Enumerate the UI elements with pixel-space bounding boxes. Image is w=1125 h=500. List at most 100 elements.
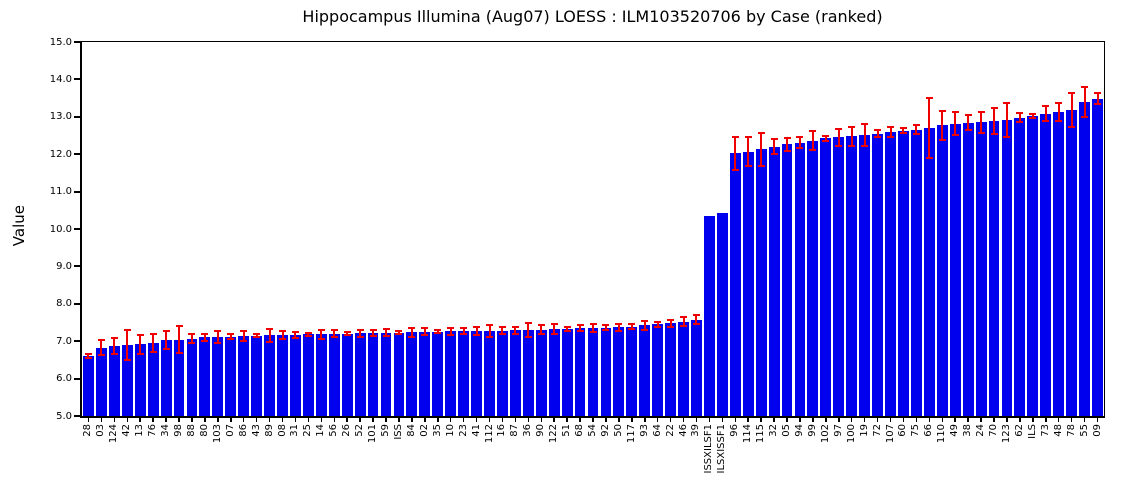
bar-14 bbox=[315, 334, 327, 416]
x-tick-label-16: 16 bbox=[496, 424, 508, 437]
error-cap-top-90 bbox=[537, 324, 545, 327]
x-tick-label-62: 62 bbox=[1013, 424, 1025, 437]
error-cap-top-101 bbox=[369, 329, 377, 332]
error-cap-top-98 bbox=[175, 325, 183, 328]
error-cap-top-123 bbox=[1003, 101, 1011, 104]
error-cap-bottom-09 bbox=[1094, 103, 1102, 106]
x-tick bbox=[139, 418, 141, 422]
error-cap-top-52 bbox=[356, 328, 364, 331]
error-cap-bottom-89 bbox=[266, 340, 274, 343]
x-tick-label-52: 52 bbox=[354, 424, 366, 437]
x-tick bbox=[424, 418, 426, 422]
x-tick-label-ILS: ILS bbox=[1026, 424, 1038, 439]
error-cap-top-112 bbox=[486, 323, 493, 326]
bar-110 bbox=[936, 125, 948, 416]
error-cap-bottom-50 bbox=[615, 329, 623, 332]
error-bar-124 bbox=[113, 337, 116, 354]
x-tick-label-05: 05 bbox=[781, 424, 793, 437]
x-tick bbox=[126, 418, 129, 422]
x-tick-label-02: 02 bbox=[418, 424, 430, 437]
x-tick-label-73: 73 bbox=[1039, 424, 1051, 437]
error-bar-59 bbox=[385, 328, 387, 337]
error-bar-49 bbox=[954, 112, 957, 135]
x-tick bbox=[1006, 418, 1008, 422]
error-cap-bottom-94 bbox=[796, 147, 804, 150]
error-cap-top-14 bbox=[317, 328, 325, 331]
error-cap-bottom-42 bbox=[123, 358, 131, 361]
x-tick-label-122: 122 bbox=[548, 424, 560, 444]
error-bar-60 bbox=[902, 128, 905, 134]
x-tick bbox=[618, 418, 620, 422]
error-bar-ISS bbox=[397, 330, 400, 335]
error-cap-bottom-14 bbox=[317, 337, 325, 340]
error-cap-bottom-90 bbox=[537, 333, 545, 336]
bar-75 bbox=[910, 129, 922, 416]
x-tick bbox=[346, 418, 348, 422]
bar-90 bbox=[535, 329, 547, 416]
error-bar-98 bbox=[178, 326, 181, 354]
x-tick bbox=[928, 418, 931, 422]
error-cap-bottom-75 bbox=[912, 133, 920, 135]
x-tick-label-97: 97 bbox=[832, 424, 844, 437]
x-tick bbox=[217, 418, 219, 422]
bar-87 bbox=[509, 330, 521, 416]
error-bar-25 bbox=[307, 332, 310, 337]
error-cap-top-80 bbox=[201, 332, 209, 335]
x-tick-label-24: 24 bbox=[975, 424, 987, 437]
error-cap-bottom-55 bbox=[1081, 115, 1089, 118]
error-bar-78 bbox=[1070, 92, 1073, 127]
error-cap-top-66 bbox=[925, 97, 933, 100]
error-cap-top-70 bbox=[990, 106, 998, 109]
x-tick bbox=[967, 418, 969, 422]
error-cap-top-115 bbox=[757, 131, 765, 134]
error-bar-100 bbox=[850, 126, 853, 146]
bar-102 bbox=[820, 138, 832, 416]
x-tick bbox=[954, 418, 956, 422]
error-cap-top-19 bbox=[861, 122, 869, 125]
bar-23 bbox=[458, 331, 470, 416]
error-cap-bottom-102 bbox=[822, 139, 830, 142]
x-tick-label-64: 64 bbox=[651, 424, 663, 437]
y-tick-label: 8.0 bbox=[56, 298, 72, 310]
bar-122 bbox=[548, 329, 560, 416]
x-tick bbox=[333, 418, 336, 422]
x-tick-label-09: 09 bbox=[1091, 424, 1103, 437]
x-tick bbox=[644, 418, 646, 422]
bar-ISSXILSF1 bbox=[704, 215, 715, 416]
x-tick-label-ILSXISSF1: ILSXISSF1 bbox=[716, 424, 728, 474]
y-tick-label: 10.0 bbox=[49, 223, 72, 235]
x-tick bbox=[1070, 418, 1073, 422]
x-tick bbox=[540, 418, 542, 422]
error-cap-top-22 bbox=[667, 318, 675, 321]
error-cap-bottom-24 bbox=[977, 131, 985, 134]
x-tick-label-28: 28 bbox=[82, 424, 94, 437]
error-cap-top-41 bbox=[473, 326, 481, 329]
error-cap-top-100 bbox=[848, 125, 856, 128]
x-tick bbox=[773, 418, 775, 422]
error-cap-bottom-07 bbox=[227, 338, 235, 341]
x-tick-label-89: 89 bbox=[263, 424, 275, 437]
error-cap-top-124 bbox=[110, 336, 118, 339]
error-bar-88 bbox=[190, 334, 193, 344]
error-bar-19 bbox=[863, 123, 866, 146]
error-cap-bottom-80 bbox=[201, 340, 209, 343]
error-cap-bottom-64 bbox=[654, 325, 662, 328]
error-cap-top-59 bbox=[382, 327, 390, 330]
x-tick bbox=[152, 418, 154, 422]
bar-16 bbox=[497, 330, 508, 416]
bar-52 bbox=[354, 333, 366, 416]
x-tick-label-38: 38 bbox=[962, 424, 974, 437]
x-tick bbox=[889, 418, 892, 422]
bar-89 bbox=[264, 335, 275, 416]
error-cap-bottom-ILS bbox=[1029, 117, 1037, 120]
error-cap-bottom-28 bbox=[84, 357, 92, 360]
x-tick bbox=[812, 418, 814, 422]
x-tick bbox=[721, 418, 724, 422]
x-tick bbox=[1083, 418, 1086, 422]
y-tick bbox=[74, 115, 80, 118]
x-tick-label-32: 32 bbox=[768, 424, 780, 437]
error-bar-02 bbox=[423, 328, 426, 336]
bar-48 bbox=[1053, 111, 1065, 416]
x-tick bbox=[876, 418, 879, 422]
bar-112 bbox=[484, 330, 495, 416]
